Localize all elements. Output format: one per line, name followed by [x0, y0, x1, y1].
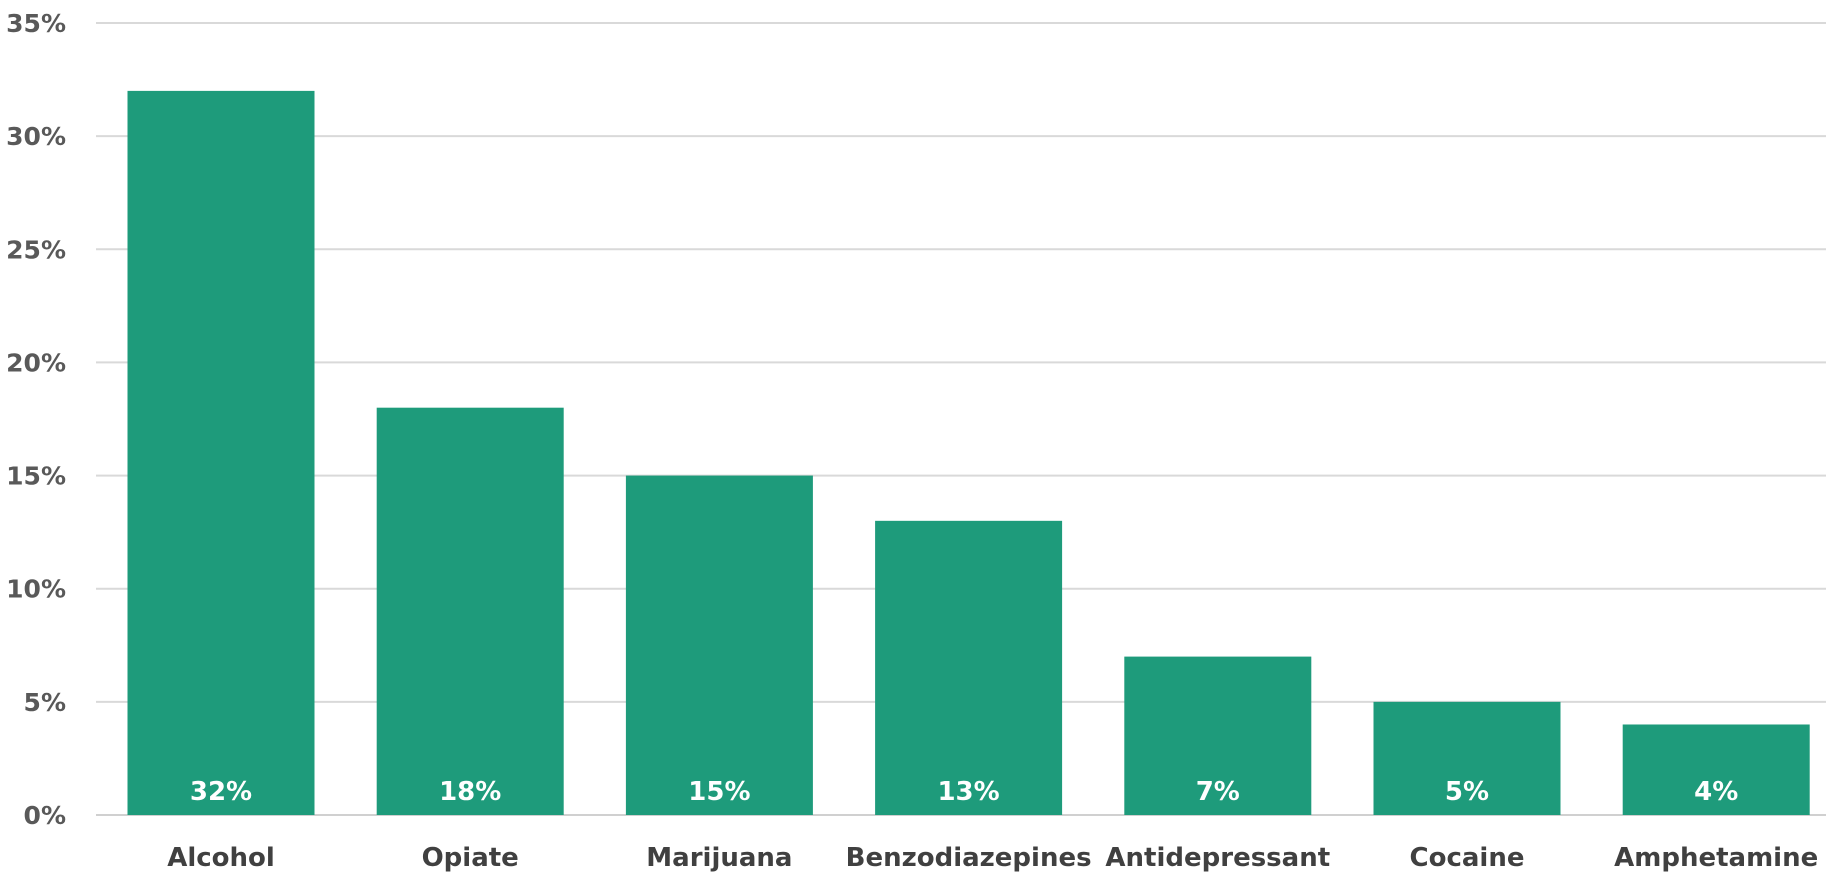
bar-benzodiazepines: [875, 520, 1063, 815]
x-axis-ticks: Alcohol Opiate Marijuana Benzodiazepines Ant…: [167, 843, 1818, 872]
x-tick-label: Amphetamine: [1614, 843, 1818, 872]
bar-marijuana: [625, 475, 813, 815]
bars: [127, 90, 1810, 815]
x-tick-label: Opiate: [422, 843, 519, 872]
data-label: 4%: [1694, 777, 1738, 807]
x-tick-label: Benzodiazepines: [846, 843, 1092, 872]
data-label: 7%: [1196, 777, 1240, 807]
data-labels: 32% 18% 15% 13% 7% 5% 4%: [190, 777, 1738, 807]
x-tick-label: Marijuana: [646, 843, 792, 872]
bar-alcohol: [127, 90, 315, 815]
bar-cocaine: [1373, 701, 1561, 815]
x-tick-label: Antidepressant: [1105, 843, 1330, 872]
y-tick-label: 20%: [6, 348, 66, 377]
bar-amphetamine: [1622, 724, 1810, 815]
data-label: 18%: [439, 777, 501, 807]
data-label: 13%: [937, 777, 999, 807]
y-tick-label: 5%: [24, 688, 66, 717]
y-tick-label: 0%: [24, 801, 66, 830]
bar-opiate: [376, 407, 564, 815]
bar-antidepressant: [1124, 656, 1312, 815]
y-tick-label: 10%: [6, 575, 66, 604]
y-tick-label: 35%: [6, 9, 66, 38]
y-tick-label: 30%: [6, 122, 66, 151]
y-axis-ticks: 0% 5% 10% 15% 20% 25% 30% 35%: [6, 9, 66, 830]
data-label: 32%: [190, 777, 252, 807]
data-label: 5%: [1445, 777, 1489, 807]
x-tick-label: Alcohol: [167, 843, 275, 872]
x-tick-label: Cocaine: [1410, 843, 1525, 872]
data-label: 15%: [688, 777, 750, 807]
y-tick-label: 25%: [6, 235, 66, 264]
y-tick-label: 15%: [6, 462, 66, 491]
